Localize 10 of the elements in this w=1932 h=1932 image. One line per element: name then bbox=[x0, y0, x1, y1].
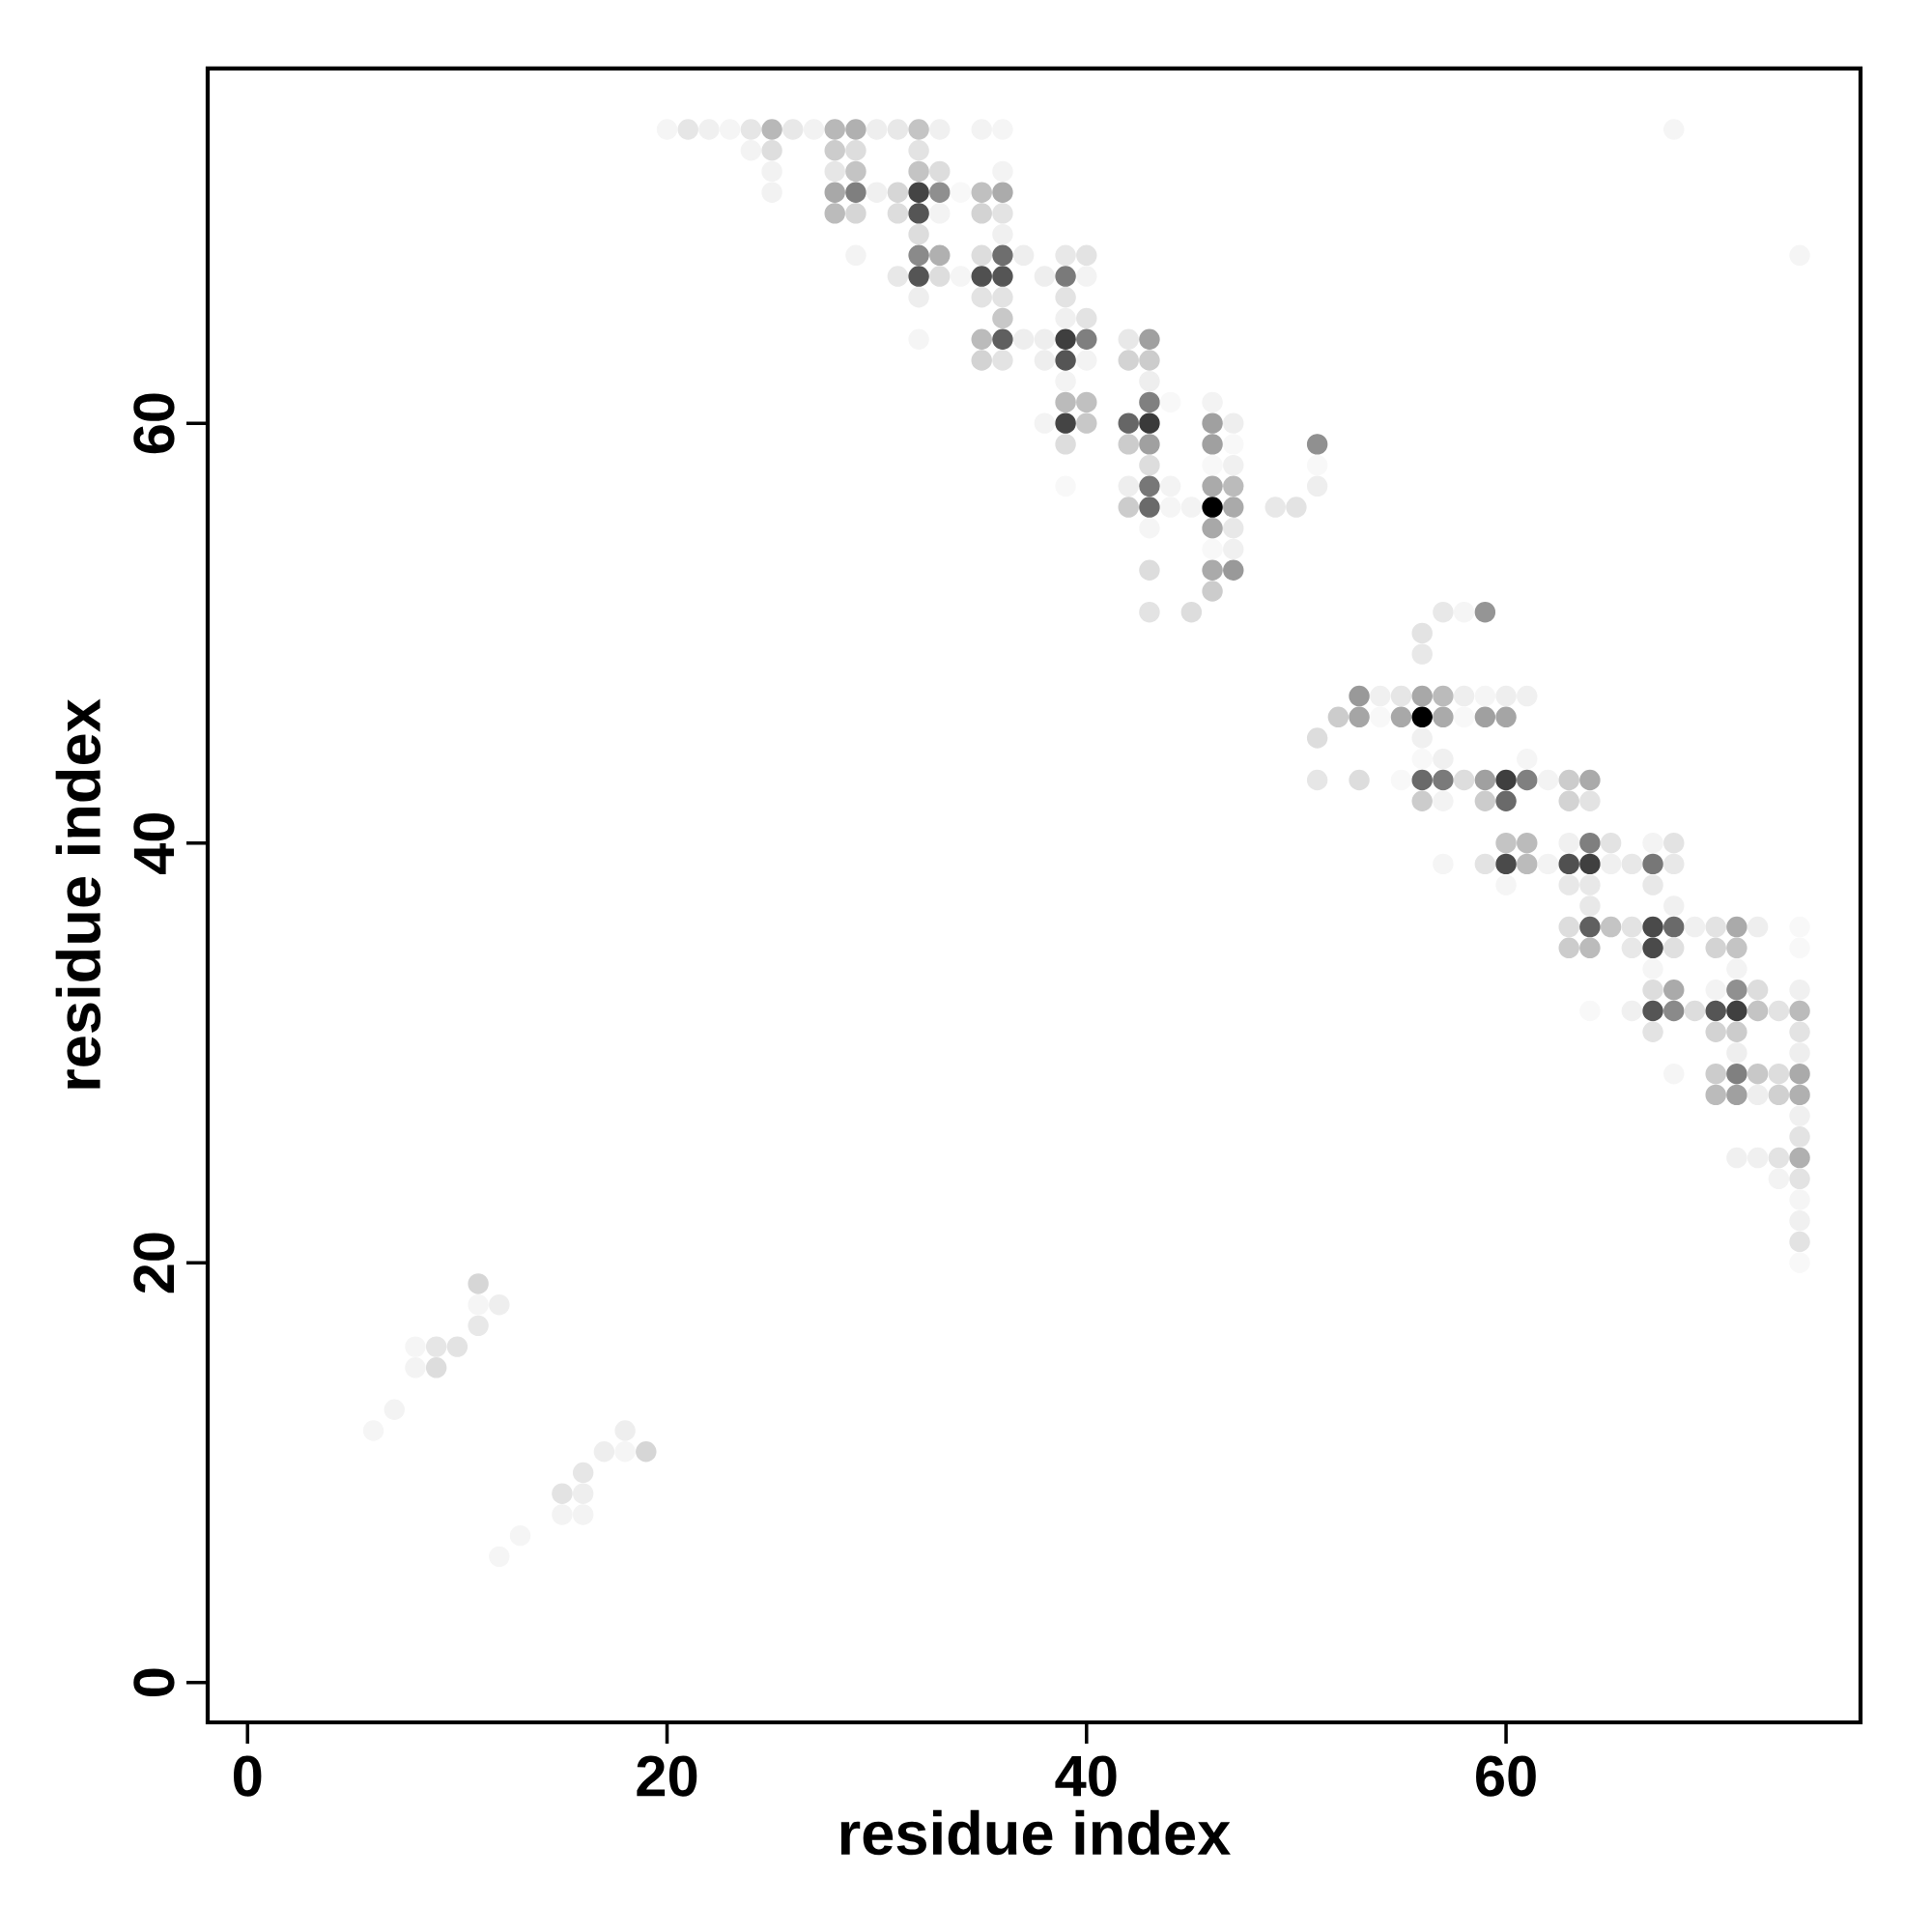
y-tick-label: 40 bbox=[133, 812, 175, 875]
y-axis-title: residue index bbox=[55, 698, 101, 1089]
x-tick-label: 40 bbox=[1055, 1755, 1117, 1797]
y-tick-label: 20 bbox=[133, 1233, 175, 1293]
x-tick-label: 0 bbox=[234, 1755, 262, 1797]
y-tick-label: 0 bbox=[133, 1668, 175, 1696]
x-tick-label: 60 bbox=[1476, 1755, 1536, 1797]
x-axis-title: residue index bbox=[840, 1809, 1231, 1856]
y-tick-label: 60 bbox=[133, 393, 175, 454]
x-tick-label: 20 bbox=[637, 1755, 697, 1797]
